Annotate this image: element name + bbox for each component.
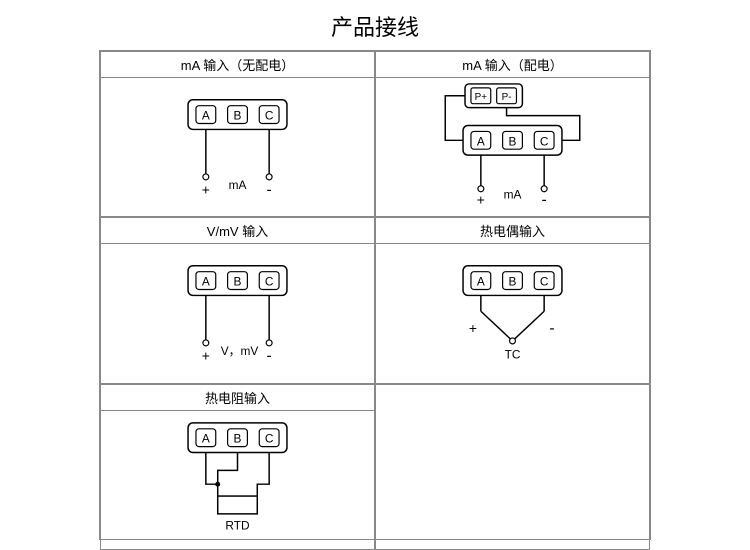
signal-label: TC xyxy=(505,348,521,362)
cell-body: P+ P- A B C + xyxy=(376,78,649,216)
terminal-c-label: C xyxy=(540,134,549,148)
page-title: 产品接线 xyxy=(0,0,750,50)
cell-body: A B C + - TC xyxy=(376,244,649,382)
terminal-b-label: B xyxy=(509,275,517,289)
cell-rtd: 热电阻输入 A B C RTD xyxy=(100,384,375,550)
terminal-c-label: C xyxy=(265,275,274,289)
polarity-plus: + xyxy=(469,320,477,336)
cell-body: A B C + - mA xyxy=(101,78,374,216)
terminal-b-label: B xyxy=(509,134,517,148)
polarity-plus: + xyxy=(202,182,210,198)
terminal-a-label: A xyxy=(202,275,210,289)
cell-header: 热电偶输入 xyxy=(376,218,649,244)
cell-ma-nopower: mA 输入（无配电） A B C + - xyxy=(100,51,375,217)
signal-label: mA xyxy=(504,188,522,202)
polarity-minus: - xyxy=(542,192,547,209)
signal-label: mA xyxy=(229,178,247,192)
cell-vmv: V/mV 输入 A B C + - V，mV xyxy=(100,217,375,383)
wiring-svg-rtd: A B C RTD xyxy=(101,411,374,549)
wiring-svg-ma-nopower: A B C + - mA xyxy=(101,78,374,216)
polarity-minus: - xyxy=(549,320,554,337)
wiring-svg-ma-power: P+ P- A B C + xyxy=(376,78,649,216)
cell-header: mA 输入（配电） xyxy=(376,52,649,78)
terminal-c-label: C xyxy=(265,432,274,446)
terminal-b-label: B xyxy=(234,275,242,289)
power-pminus-label: P- xyxy=(502,92,512,103)
terminal-a-label: A xyxy=(477,275,485,289)
terminal-c-label: C xyxy=(540,275,549,289)
cell-ma-power: mA 输入（配电） P+ P- A B C xyxy=(375,51,650,217)
cell-empty xyxy=(375,384,650,550)
cell-body: A B C RTD xyxy=(101,411,374,549)
terminal-c-label: C xyxy=(265,109,274,123)
polarity-minus: - xyxy=(267,182,272,199)
terminal-a-label: A xyxy=(202,109,210,123)
cell-body: A B C + - V，mV xyxy=(101,244,374,382)
cell-header: mA 输入（无配电） xyxy=(101,52,374,78)
polarity-minus: - xyxy=(267,348,272,365)
wiring-svg-vmv: A B C + - V，mV xyxy=(101,244,374,382)
terminal-b-label: B xyxy=(234,109,242,123)
wiring-svg-tc: A B C + - TC xyxy=(376,244,649,382)
cell-tc: 热电偶输入 A B C + - TC xyxy=(375,217,650,383)
cell-header: V/mV 输入 xyxy=(101,218,374,244)
rtd-label: RTD xyxy=(225,519,249,533)
terminal-a-label: A xyxy=(202,432,210,446)
cell-header: 热电阻输入 xyxy=(101,385,374,411)
signal-label: V，mV xyxy=(221,344,259,358)
power-pplus-label: P+ xyxy=(475,92,488,103)
wiring-grid: mA 输入（无配电） A B C + - xyxy=(99,50,651,540)
polarity-plus: + xyxy=(477,192,485,208)
polarity-plus: + xyxy=(202,348,210,364)
terminal-b-label: B xyxy=(234,432,242,446)
terminal-a-label: A xyxy=(477,134,485,148)
